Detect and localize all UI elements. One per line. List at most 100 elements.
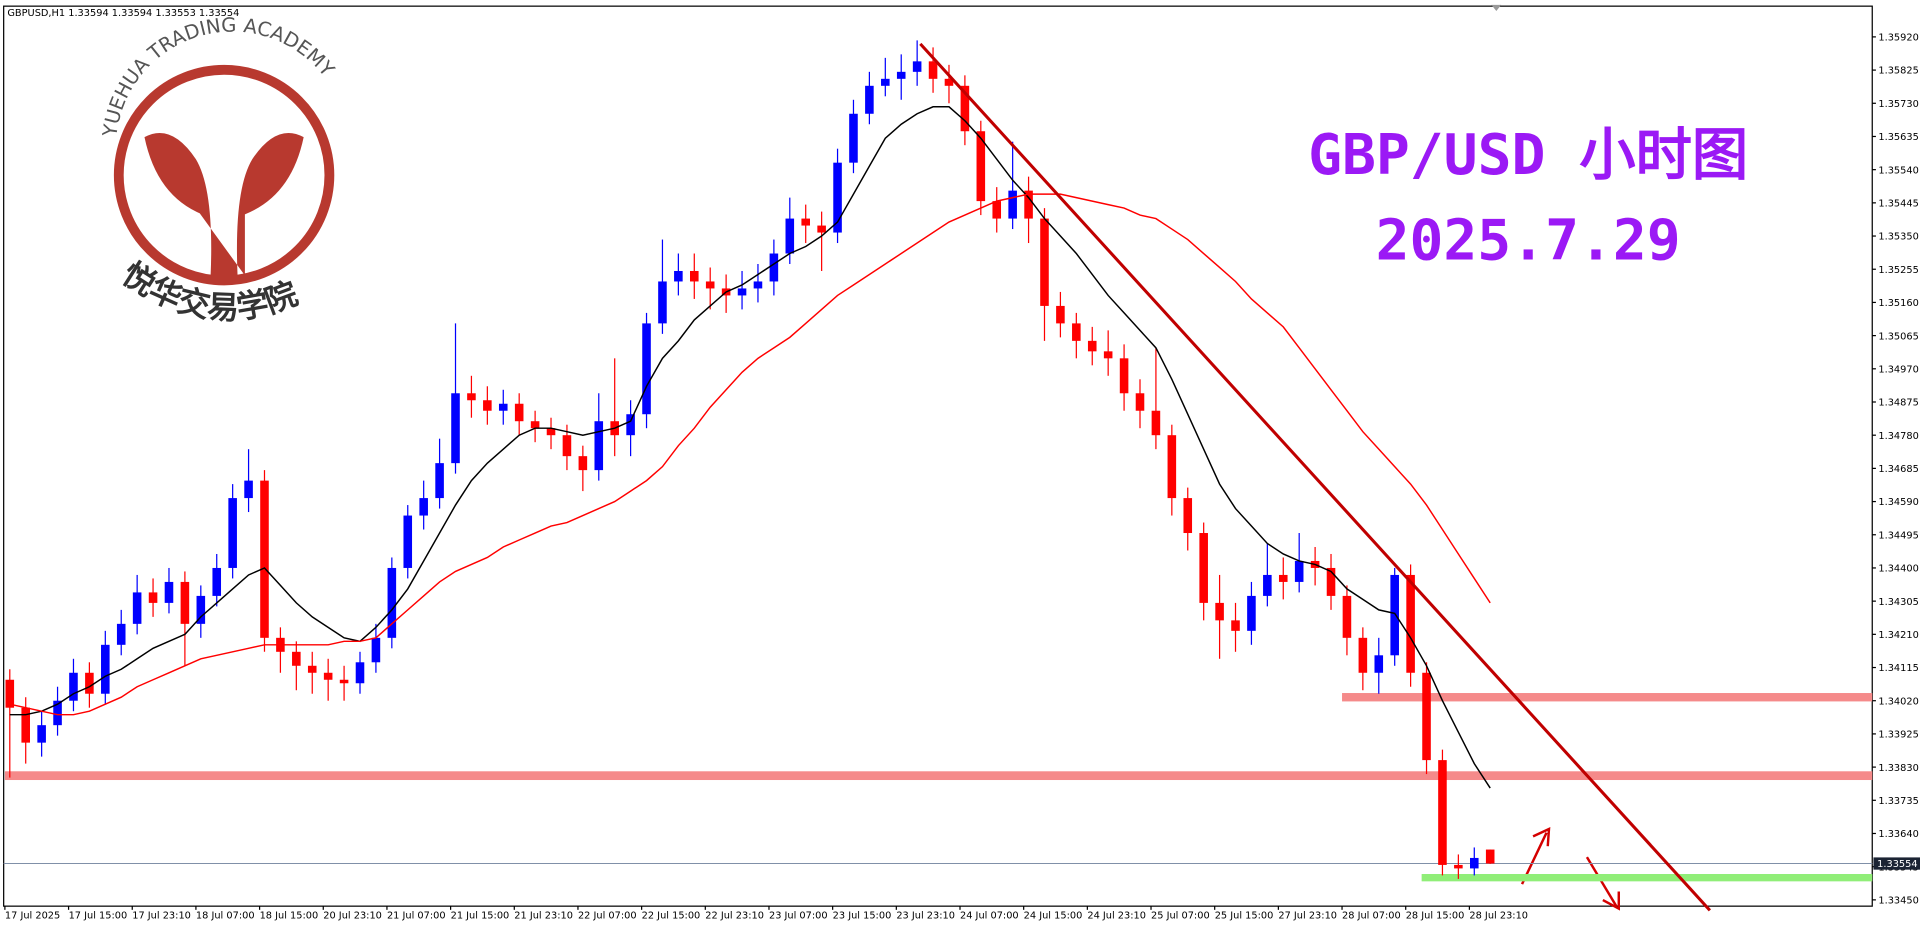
candle-body: [785, 218, 795, 254]
candle-body: [116, 623, 126, 645]
y-tick-label: 1.33735: [1878, 796, 1918, 807]
candle-body: [674, 270, 683, 282]
candle-body: [960, 85, 970, 132]
x-tick-label: 28 Jul 23:10: [1469, 910, 1528, 921]
x-tick-label: 22 Jul 07:00: [578, 910, 637, 921]
candle-body: [562, 435, 572, 457]
y-tick-label: 1.34305: [1878, 597, 1918, 608]
candle-body: [148, 592, 158, 603]
candle-body: [1040, 218, 1049, 306]
candle-body: [769, 253, 779, 282]
x-tick-label: 23 Jul 07:00: [769, 910, 828, 921]
candle-body: [578, 456, 588, 471]
x-tick-label: 24 Jul 15:00: [1024, 910, 1083, 921]
moving-average: [9, 193, 1491, 716]
candle-body: [85, 672, 94, 694]
y-tick-label: 1.33830: [1878, 763, 1918, 774]
candle-body: [753, 281, 763, 289]
candle-body: [1247, 595, 1256, 631]
x-tick-label: 22 Jul 23:10: [705, 910, 764, 921]
candle-body: [817, 225, 826, 233]
candle-body: [1135, 393, 1145, 411]
candle-body: [451, 393, 460, 464]
y-tick-label: 1.34685: [1878, 464, 1918, 475]
candle-body: [483, 400, 492, 411]
y-tick-label: 1.35445: [1878, 199, 1918, 210]
y-tick-label: 1.35730: [1878, 99, 1918, 110]
x-tick-label: 25 Jul 15:00: [1215, 910, 1274, 921]
candle-body: [801, 218, 810, 226]
candle-body: [530, 421, 540, 429]
candle-body: [1072, 323, 1081, 341]
x-tick-label: 28 Jul 15:00: [1406, 910, 1465, 921]
trendline: [919, 42, 1712, 912]
candle-body: [896, 71, 906, 79]
candle-body: [435, 463, 444, 499]
candle-body: [1438, 760, 1447, 865]
plot-frame: [3, 5, 1873, 907]
zone: [4, 771, 1873, 781]
candle-body: [1087, 340, 1097, 352]
candle-body: [1119, 358, 1129, 394]
candle-body: [1358, 637, 1368, 673]
y-tick-label: 1.34115: [1878, 663, 1918, 674]
x-tick-label: 21 Jul 07:00: [387, 910, 446, 921]
candle-body: [1278, 574, 1288, 582]
y-tick-label: 1.34210: [1878, 630, 1918, 641]
candle-body: [1215, 602, 1224, 621]
candle-body: [1183, 498, 1193, 534]
candle-body: [1454, 864, 1463, 869]
candle-body: [307, 665, 317, 673]
candle-body: [371, 637, 381, 663]
candle-body: [1326, 567, 1336, 596]
x-tick-label: 24 Jul 23:10: [1087, 910, 1146, 921]
x-tick-label: 21 Jul 15:00: [451, 910, 510, 921]
candle-body: [323, 672, 333, 680]
y-tick-label: 1.35350: [1878, 232, 1918, 243]
last-price-label: 1.33554: [1877, 859, 1917, 870]
candle-body: [944, 78, 954, 86]
y-tick-label: 1.33640: [1878, 829, 1918, 840]
candle-body: [1263, 574, 1272, 596]
candle-body: [1390, 574, 1399, 656]
candle-body: [37, 725, 46, 743]
candle-body: [228, 498, 237, 568]
candle-body: [196, 595, 206, 624]
x-tick-label: 25 Jul 07:00: [1151, 910, 1210, 921]
candle-body: [1374, 655, 1384, 673]
candle-body: [928, 61, 938, 79]
last-price-box: [1873, 857, 1920, 870]
y-tick-label: 1.35825: [1878, 66, 1918, 77]
candle-body: [53, 700, 62, 726]
y-tick-label: 1.34875: [1878, 398, 1918, 409]
candle-body: [5, 679, 15, 708]
candle-body: [467, 393, 476, 401]
candle-body: [419, 498, 428, 516]
arrow-down: [1585, 856, 1620, 911]
candle-body: [212, 567, 222, 596]
candle-body: [626, 414, 635, 436]
candle-body: [1470, 857, 1479, 869]
x-tick-label: 17 Jul 15:00: [69, 910, 128, 921]
candle-body: [912, 61, 922, 72]
y-tick-label: 1.35540: [1878, 165, 1918, 176]
candle-body: [690, 270, 699, 282]
moving-average: [9, 106, 1491, 789]
candle-body: [865, 85, 874, 114]
x-tick-label: 22 Jul 15:00: [642, 910, 701, 921]
y-tick-label: 1.34970: [1878, 364, 1918, 375]
candle-body: [849, 113, 858, 163]
zone: [1421, 874, 1873, 882]
candle-body: [69, 672, 78, 701]
candle-body: [737, 288, 747, 296]
candle-body: [339, 679, 349, 684]
y-tick-label: 1.35255: [1878, 265, 1918, 276]
y-tick-label: 1.34020: [1878, 696, 1918, 707]
candle-body: [1199, 533, 1208, 603]
logo-mark: [144, 132, 304, 276]
chart-subtitle: 2025.7.29: [1376, 209, 1681, 274]
x-tick-label: 23 Jul 23:10: [896, 910, 955, 921]
candle-body: [976, 131, 986, 202]
